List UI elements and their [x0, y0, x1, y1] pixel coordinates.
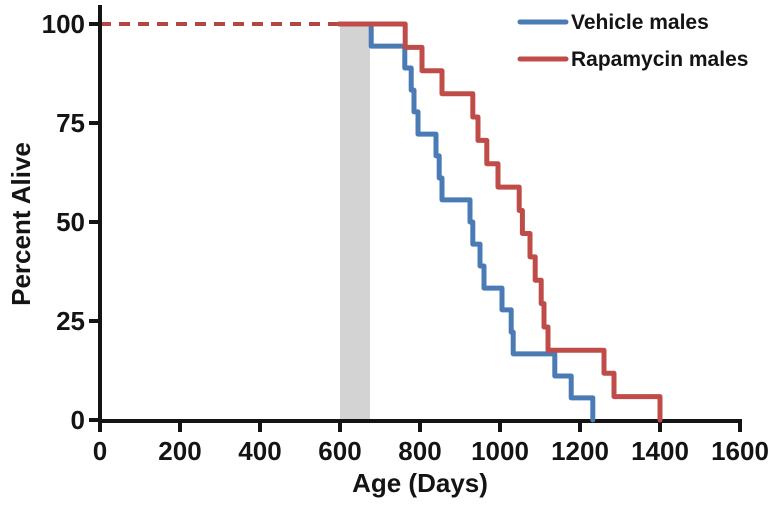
x-tick-label: 800	[398, 436, 441, 466]
y-tick-label: 75	[56, 108, 85, 138]
curve-vehicle-males	[336, 21, 596, 423]
x-axis-title: Age (Days)	[352, 468, 488, 498]
x-tick-label: 200	[158, 436, 201, 466]
x-tick-label: 600	[318, 436, 361, 466]
highlight-band	[340, 22, 370, 420]
legend-item-vehicle: Vehicle males	[517, 11, 709, 34]
y-tick-label: 0	[71, 405, 85, 435]
x-tick-label: 1200	[551, 436, 609, 466]
x-tick-label: 1000	[471, 436, 529, 466]
y-axis-title: Percent Alive	[6, 142, 36, 306]
x-tick-label: 0	[93, 436, 107, 466]
x-tick-label: 1600	[711, 436, 768, 466]
y-tick-label: 50	[56, 207, 85, 237]
legend-item-rapamycin: Rapamycin males	[517, 48, 748, 71]
curves-layer	[336, 21, 663, 423]
legend-label-vehicle: Vehicle males	[571, 11, 709, 34]
axes-layer	[98, 5, 742, 423]
x-tick-label: 400	[238, 436, 281, 466]
y-tick-label: 25	[56, 306, 85, 336]
ticks-layer: 0 200 400 600 800 1000 1200 1400 1600 0 25 50 75 100	[42, 9, 768, 466]
legend-label-rapamycin: Rapamycin males	[571, 48, 748, 71]
legend: Vehicle males Rapamycin males	[517, 11, 748, 71]
y-tick-label: 100	[42, 9, 85, 39]
x-tick-label: 1400	[631, 436, 689, 466]
curve-rapamycin-males	[336, 21, 663, 423]
highlight-band-layer	[340, 22, 370, 420]
